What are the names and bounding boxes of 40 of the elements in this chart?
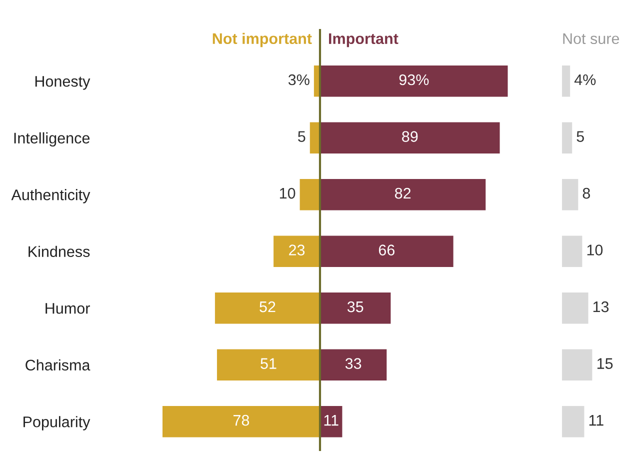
data-label: 93% [399, 74, 429, 86]
data-label: 4% [574, 74, 596, 86]
bar [562, 349, 592, 380]
y-tick-label: Honesty [35, 76, 90, 90]
data-label: 11 [589, 415, 604, 426]
bar [562, 178, 578, 210]
data-label: 8 [582, 188, 590, 199]
bar [562, 65, 570, 97]
data-label: 33 [345, 358, 362, 369]
series-label: Not sure [563, 33, 620, 44]
data-label: 52 [260, 301, 276, 312]
data-label: 5 [576, 131, 584, 142]
series-label: Important [329, 33, 398, 48]
bar [562, 406, 584, 438]
data-label: 5 [298, 131, 306, 142]
data-label: 11 [324, 415, 338, 426]
y-tick-label: Charisma [26, 359, 90, 371]
y-tick-label: Authenticity [11, 189, 90, 204]
bar [562, 236, 582, 267]
data-label: 51 [260, 358, 276, 369]
bar [562, 292, 588, 324]
data-label: 15 [597, 358, 613, 369]
data-label: 13 [593, 301, 609, 312]
bar [310, 122, 320, 154]
data-label: 3% [288, 74, 310, 86]
y-tick-label: Kindness [28, 246, 90, 258]
data-label: 35 [347, 301, 364, 312]
bar [562, 122, 572, 154]
y-tick-label: Intelligence [14, 132, 90, 147]
y-tick-label: Humor [46, 303, 90, 314]
data-label: 82 [394, 188, 411, 199]
data-label: 23 [289, 244, 305, 256]
data-label: 10 [280, 188, 296, 199]
data-label: 10 [587, 244, 603, 256]
bar [300, 178, 320, 210]
series-label: Not important [212, 32, 312, 48]
y-tick-label: Popularity [24, 416, 90, 430]
data-label: 89 [402, 131, 418, 142]
data-label: 66 [378, 244, 394, 256]
data-label: 78 [234, 414, 250, 426]
